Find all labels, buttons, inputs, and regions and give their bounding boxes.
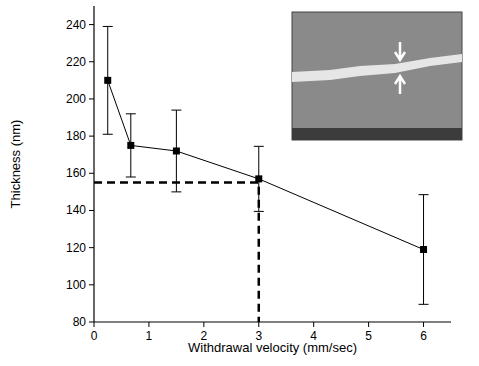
y-tick <box>89 136 94 137</box>
data-point <box>255 175 262 182</box>
error-bar <box>126 114 136 177</box>
x-axis-title: Withdrawal velocity (mm/sec) <box>188 340 357 355</box>
x-tick <box>148 322 149 327</box>
y-tick-label: 120 <box>66 241 86 255</box>
x-tick <box>368 322 369 327</box>
plot-area <box>94 26 429 322</box>
y-axis <box>93 6 94 322</box>
x-tick <box>203 322 204 327</box>
inset-arrow <box>395 42 405 60</box>
x-tick <box>94 322 95 327</box>
x-tick <box>258 322 259 327</box>
x-tick <box>313 322 314 327</box>
y-tick-label: 240 <box>66 18 86 32</box>
inset-film <box>292 54 462 82</box>
error-bar <box>103 26 113 134</box>
error-bar <box>171 110 181 192</box>
y-tick <box>89 284 94 285</box>
x-tick-label: 5 <box>365 329 372 343</box>
data-point <box>173 147 180 154</box>
inset-bar <box>292 128 462 140</box>
y-tick <box>89 61 94 62</box>
data-point <box>420 246 427 253</box>
y-tick <box>89 322 94 323</box>
y-tick-label: 200 <box>66 92 86 106</box>
inset-arrow <box>395 76 405 94</box>
y-tick <box>89 24 94 25</box>
x-tick <box>423 322 424 327</box>
x-tick-label: 1 <box>146 329 153 343</box>
data-point <box>104 77 111 84</box>
y-tick <box>89 247 94 248</box>
y-tick <box>89 173 94 174</box>
error-bar <box>254 146 264 211</box>
reference-line <box>94 183 259 322</box>
y-tick-label: 180 <box>66 129 86 143</box>
x-axis <box>94 321 451 322</box>
y-tick <box>89 98 94 99</box>
chart: 801001201401601802002202400123456Withdra… <box>0 0 479 366</box>
error-bar <box>419 195 429 305</box>
data-point <box>127 142 134 149</box>
y-tick-label: 220 <box>66 55 86 69</box>
y-tick-label: 140 <box>66 203 86 217</box>
y-tick <box>89 210 94 211</box>
x-tick-label: 6 <box>420 329 427 343</box>
x-tick-label: 0 <box>91 329 98 343</box>
inset-image <box>292 12 462 140</box>
y-tick-label: 160 <box>66 166 86 180</box>
y-tick-label: 80 <box>73 315 87 329</box>
y-axis-title: Thickness (nm) <box>8 120 23 209</box>
series-line <box>108 80 424 249</box>
y-tick-label: 100 <box>66 278 86 292</box>
inset-background <box>292 12 462 140</box>
